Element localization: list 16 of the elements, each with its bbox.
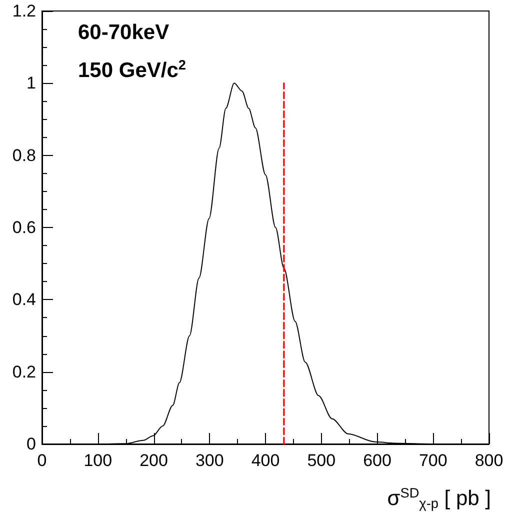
x-tick-label: 200 [140,451,168,470]
y-tick-label: 0 [26,434,36,454]
y-tick-label: 1.2 [12,2,36,20]
y-tick-label: 0.8 [12,146,36,165]
y-tick-label: 1 [26,74,36,93]
y-tick-label: 0.2 [12,362,36,382]
x-tick-label: 700 [418,451,448,470]
x-tick-label: 500 [307,451,336,470]
y-tick-label: 0.4 [12,290,36,310]
x-tick-label: 600 [363,451,392,470]
x-tick-label: 100 [84,451,112,470]
x-tick-label: 800 [474,451,504,470]
x-tick-label: 400 [251,451,280,470]
annotation: 60-70keV [78,21,170,44]
x-tick-label: 300 [195,451,224,470]
y-tick-label: 0.6 [12,218,36,237]
